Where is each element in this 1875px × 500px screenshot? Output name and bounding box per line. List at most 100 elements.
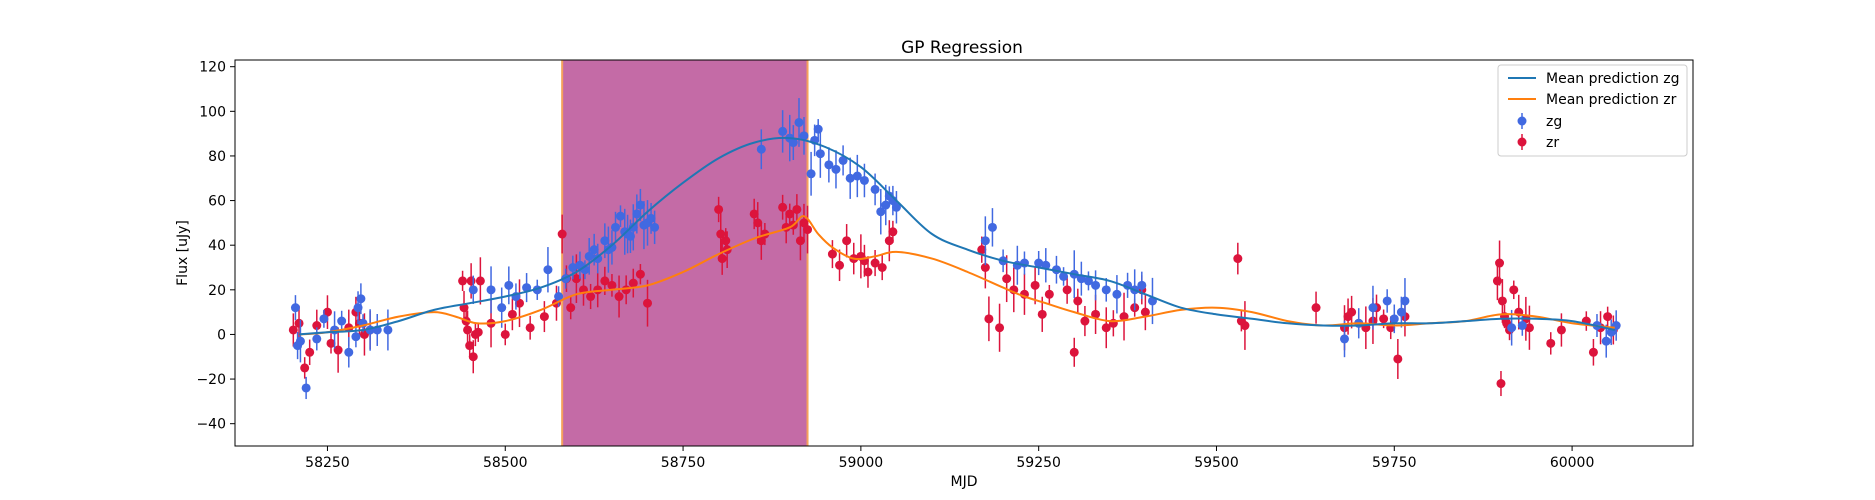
zr-point	[1509, 285, 1519, 295]
zr-point	[1101, 323, 1111, 333]
zr-point	[514, 298, 524, 308]
zg-point	[554, 292, 564, 302]
zr-point	[984, 314, 994, 324]
zr-point	[566, 303, 576, 313]
zg-point	[319, 314, 329, 324]
zr-point	[888, 227, 898, 237]
zr-point	[1073, 296, 1083, 306]
zg-point	[486, 285, 496, 295]
zr-point	[1140, 307, 1150, 317]
zr-point	[326, 338, 336, 348]
zg-point	[589, 245, 599, 255]
zg-point	[344, 347, 354, 357]
chart-title: GP Regression	[901, 38, 1023, 58]
x-axis-label: MJD	[951, 474, 978, 490]
zg-point	[615, 211, 625, 221]
zr-point	[721, 236, 731, 246]
zg-point	[607, 242, 617, 252]
y-tick-label: 0	[217, 327, 226, 343]
zr-point	[294, 318, 304, 328]
y-tick-label: −40	[196, 417, 226, 433]
zg-point	[1507, 323, 1517, 333]
zr-point	[600, 276, 610, 286]
zg-point	[756, 144, 766, 154]
y-tick-label: 100	[199, 104, 226, 120]
zg-point	[980, 236, 990, 246]
zr-point	[593, 285, 603, 295]
zg-point	[852, 171, 862, 181]
zr-point	[1062, 285, 1072, 295]
legend-swatch-zr-marker	[1517, 137, 1527, 147]
x-tick-label: 60000	[1550, 455, 1595, 471]
zr-point	[778, 202, 788, 212]
zr-point	[716, 229, 726, 239]
zr-point	[1030, 280, 1040, 290]
zr-point	[643, 298, 653, 308]
zg-point	[891, 202, 901, 212]
zg-point	[632, 209, 642, 219]
zg-point	[845, 173, 855, 183]
x-tick-label: 59250	[1016, 455, 1061, 471]
zr-point	[842, 236, 852, 246]
zr-point	[717, 254, 727, 264]
zr-point	[1233, 254, 1243, 264]
zr-point	[1546, 338, 1556, 348]
zr-point	[870, 258, 880, 268]
zg-point	[468, 285, 478, 295]
x-tick-label: 59750	[1372, 455, 1417, 471]
zg-point	[497, 303, 507, 313]
zg-point	[824, 160, 834, 170]
x-tick-label: 58750	[661, 455, 706, 471]
y-tick-label: 80	[208, 149, 226, 165]
zr-point	[466, 276, 476, 286]
legend-box	[1497, 64, 1688, 157]
zr-point	[756, 236, 766, 246]
zg-point	[1389, 314, 1399, 324]
zr-point	[468, 352, 478, 362]
zr-point	[288, 325, 298, 335]
zr-point	[473, 327, 483, 337]
zg-point	[831, 164, 841, 174]
zr-point	[458, 276, 468, 286]
zg-point	[584, 251, 594, 261]
zr-point	[333, 345, 343, 355]
zr-point	[753, 218, 763, 228]
zg-points-layer	[290, 98, 1621, 400]
zg-point	[504, 280, 514, 290]
zr-points-layer	[288, 194, 1618, 397]
zr-point	[1603, 312, 1613, 322]
mean-prediction-zg-line	[298, 136, 1616, 336]
zg-point	[778, 126, 788, 136]
zg-point	[646, 213, 656, 223]
legend: Mean prediction zg Mean prediction zr zg…	[1497, 64, 1688, 157]
prediction-lines-layer	[298, 136, 1616, 336]
zr-point	[795, 236, 805, 246]
zg-point	[987, 222, 997, 232]
zr-point	[863, 267, 873, 277]
zg-point	[799, 131, 809, 141]
mean-prediction-zr-line	[298, 215, 1615, 336]
zr-point	[1347, 307, 1357, 317]
zg-point	[650, 222, 660, 232]
zr-point	[475, 276, 485, 286]
zr-point	[628, 278, 638, 288]
zg-point	[337, 316, 347, 326]
zg-point	[568, 263, 578, 273]
legend-label-zg: zg	[1546, 114, 1562, 130]
zr-point	[1393, 354, 1403, 364]
zg-point	[635, 200, 645, 210]
zg-point	[813, 124, 823, 134]
zr-point	[1495, 258, 1505, 268]
zg-point	[611, 222, 621, 232]
zr-point	[1556, 325, 1566, 335]
zg-point	[1601, 336, 1611, 346]
zg-point	[312, 334, 322, 344]
zr-point	[884, 236, 894, 246]
zg-point	[290, 303, 300, 313]
y-tick-label: 20	[208, 283, 226, 299]
zr-point	[714, 204, 724, 214]
zr-point	[1311, 303, 1321, 313]
zr-point	[1037, 309, 1047, 319]
zr-point	[500, 329, 510, 339]
